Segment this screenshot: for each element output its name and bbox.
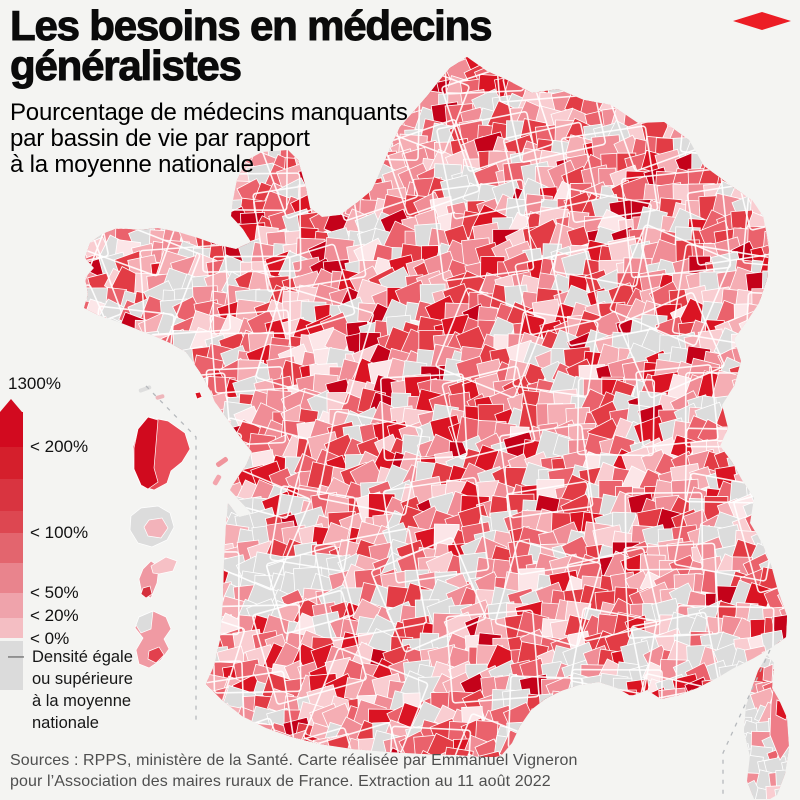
header: Les besoins en médecins généralistes Pour… (9, 4, 492, 179)
inset-small-island-dot (194, 391, 203, 400)
inset-divider-dashed-lines (145, 385, 771, 797)
source-line-1: Sources : RPPS, ministère de la Santé. C… (10, 752, 578, 769)
source-line-2: pour l’Association des maires ruraux de … (10, 773, 551, 790)
inset-guyane (132, 416, 191, 491)
overseas-territory-insets (129, 391, 203, 669)
red-diamond-logo-icon (733, 12, 791, 30)
title-line-2: généralistes (10, 41, 243, 89)
subtitle-line-3: à la moyenne nationale (10, 151, 254, 179)
subtitle-line-2: par bassin de vie par rapport (10, 124, 310, 152)
page-subtitle: Pourcentage de médecins manquants par bas… (10, 98, 491, 179)
inset-martinique (134, 610, 172, 669)
title-line-1: Les besoins en médecins (9, 2, 492, 49)
inset-guadeloupe (138, 556, 178, 599)
subtitle-line-1: Pourcentage de médecins manquants (10, 98, 408, 126)
inset-reunion (129, 505, 175, 548)
page-title: Les besoins en médecins généralistes (9, 4, 492, 89)
source-credit: Sources : RPPS, ministère de la Santé. C… (10, 750, 577, 792)
